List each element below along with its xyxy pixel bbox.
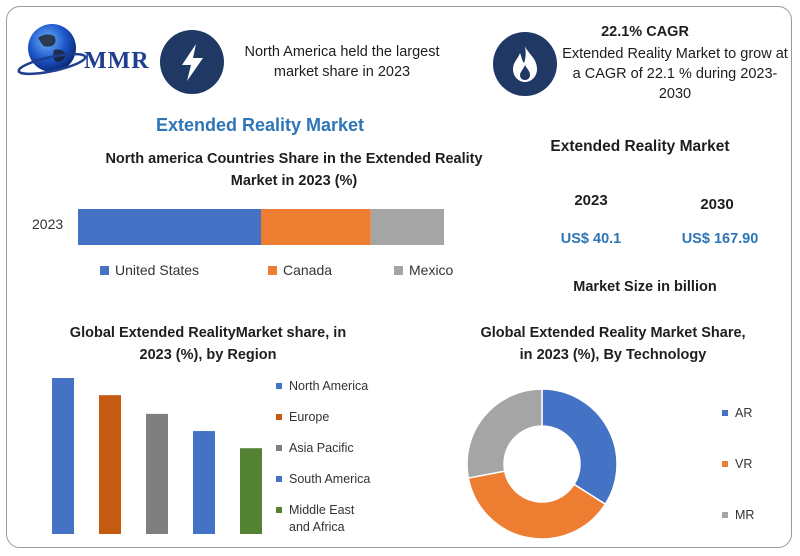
legend-label-europe: Europe: [289, 410, 330, 424]
region-bar-south-america: [193, 431, 215, 534]
stack-segment-united-states: [78, 209, 261, 245]
chart1-category-label: 2023: [32, 216, 64, 232]
legend-label-vr: VR: [735, 457, 753, 471]
legend-label-ar: AR: [735, 406, 753, 420]
legend-swatch-mexico: [394, 265, 403, 275]
legend-label-asia-pacific: Asia Pacific: [289, 441, 354, 455]
legend-middle-east-africa: Middle East and Africa: [276, 502, 376, 536]
legend-swatch-us: [100, 265, 109, 275]
legend-europe: Europe: [276, 409, 329, 426]
legend-label-us: United States: [115, 262, 200, 278]
stacked-bar-chart: [78, 209, 444, 245]
legend-mr: MR: [722, 507, 754, 524]
legend-vr: VR: [722, 456, 752, 473]
legend-asia-pacific: Asia Pacific: [276, 440, 354, 457]
donut-slice-ar: [541, 388, 618, 506]
region-bar-chart: [52, 378, 262, 534]
market-size-footer: Market Size in billion: [573, 279, 717, 295]
globe-logo-icon: [17, 24, 87, 76]
legend-swatch-canada: [268, 265, 277, 275]
legend-label-middle-east-africa: Middle East and Africa: [289, 503, 355, 534]
market-value-2023: US$ 40.1: [560, 231, 622, 247]
region-bar-europe: [99, 395, 121, 534]
stack-segment-canada: [261, 209, 371, 245]
market-year-2030: 2030: [700, 196, 734, 213]
legend-ar: AR: [722, 405, 752, 422]
chart3-title: Global Extended Reality Market Share, in…: [480, 325, 746, 363]
legend-south-america: South America: [276, 471, 370, 488]
chart1-title: Extended Reality Market: [155, 115, 365, 135]
chart2-title: Global Extended RealityMarket share, in …: [69, 325, 347, 363]
highlight-left-text: North America held the largest market sh…: [244, 44, 440, 80]
region-bar-asia-pacific: [146, 413, 168, 534]
lightning-icon: [160, 30, 224, 94]
donut-slice-mr: [466, 388, 543, 479]
cagr-title: 22.1% CAGR: [601, 24, 689, 40]
market-year-2023: 2023: [574, 192, 608, 209]
legend-north-america: North America: [276, 378, 368, 395]
legend-united-states: United States: [100, 262, 199, 278]
market-heading: Extended Reality Market: [550, 138, 730, 155]
logo-text: MMR: [84, 48, 150, 74]
chart1-subtitle: North america Countries Share in the Ext…: [105, 151, 483, 189]
market-value-2030: US$ 167.90: [681, 231, 759, 247]
infographic-frame: [6, 6, 792, 548]
legend-canada: Canada: [268, 262, 332, 278]
legend-label-south-america: South America: [289, 472, 371, 486]
legend-label-mr: MR: [735, 508, 755, 522]
flame-icon: [493, 32, 557, 96]
legend-label-north-america: North America: [289, 379, 369, 393]
region-bar-middle-east-and-africa: [240, 448, 262, 534]
technology-donut-chart: [466, 388, 618, 540]
legend-mexico: Mexico: [394, 262, 453, 278]
stack-segment-mexico: [370, 209, 444, 245]
legend-label-canada: Canada: [283, 262, 333, 278]
cagr-text: Extended Reality Market to grow at a CAG…: [562, 46, 788, 102]
donut-slice-vr: [467, 470, 607, 540]
region-bar-north-america: [52, 378, 74, 534]
legend-label-mexico: Mexico: [409, 262, 454, 278]
